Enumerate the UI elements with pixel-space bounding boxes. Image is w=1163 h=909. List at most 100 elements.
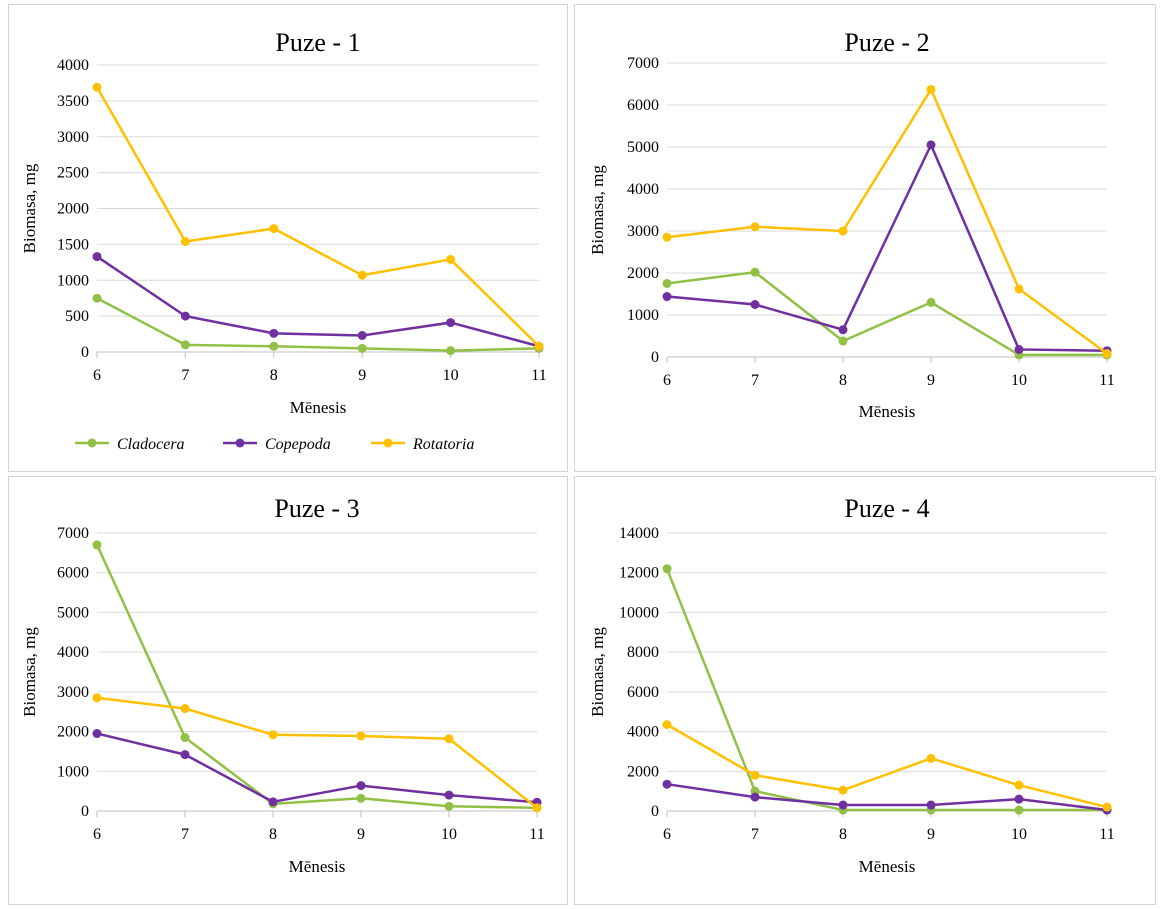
y-tick-label: 1000 [57,763,89,780]
y-tick-label: 0 [81,344,89,361]
data-point-rotatoria [357,270,367,280]
y-tick-label: 2000 [627,265,659,282]
y-tick-label: 2500 [57,165,89,182]
series-line-rotatoria [95,86,540,348]
data-point-rotatoria [180,237,190,247]
y-tick-label: 1500 [57,236,89,253]
data-point-rotatoria [750,222,760,232]
data-point-rotatoria [662,720,672,730]
y-axis-label: Biomasa, mg [588,627,607,717]
series-line-copepoda [96,732,538,804]
x-tick-label: 11 [1099,372,1114,389]
series-line-cladocera [95,544,538,810]
series-line-copepoda [96,255,540,348]
chart-svg: Puze - 2 0 1000 2000 3000 4000 5000 6000 7000 6 7 8… [588,28,1115,421]
legend-marker [235,438,245,448]
data-point-cladocera [180,340,190,350]
data-point-copepoda [446,318,456,328]
y-tick-label: 0 [651,803,659,820]
y-tick-label: 6000 [57,565,89,582]
series-line-cladocera [96,297,540,352]
legend: Cladocera Copepoda Rotatoria [75,436,474,453]
x-tick-label: 9 [927,826,935,843]
chart-svg: Puze - 4 0 2000 4000 6000 8000 10000 12000 14000… [588,494,1115,876]
x-tick-label: 11 [529,826,544,843]
y-tick-label: 8000 [627,644,659,661]
x-tick-label: 6 [663,826,671,843]
data-point-rotatoria [92,82,102,92]
data-point-copepoda [838,325,848,335]
data-point-rotatoria [1102,802,1112,812]
x-tick-label: 10 [443,367,459,384]
data-point-rotatoria [446,254,456,264]
series-line-rotatoria [666,86,1108,355]
data-point-rotatoria [532,803,542,813]
legend-label: Cladocera [117,436,185,453]
x-tick-label: 7 [181,826,189,843]
x-axis-label: Mēnesis [289,857,346,876]
y-axis-label: Biomasa, mg [20,163,39,253]
data-point-cladocera [92,293,102,303]
data-point-copepoda [926,140,936,150]
data-point-cladocera [662,564,672,574]
y-tick-label: 4000 [57,57,89,74]
data-point-copepoda [926,800,936,810]
data-point-cladocera [269,341,279,351]
data-point-copepoda [444,790,454,800]
data-point-copepoda [750,792,760,802]
data-point-copepoda [1014,794,1024,804]
data-point-copepoda [1014,344,1024,354]
chart-title: Puze - 2 [844,28,929,57]
x-tick-label: 10 [441,826,457,843]
chart-panel-puze-4: Puze - 4 0 2000 4000 6000 8000 10000 12000 14000… [574,476,1156,905]
y-tick-label: 1000 [57,272,89,289]
x-tick-label: 7 [751,826,759,843]
data-point-rotatoria [926,84,936,94]
x-tick-label: 11 [531,367,546,384]
y-tick-label: 4000 [627,724,659,741]
data-point-copepoda [92,729,102,739]
y-tick-label: 14000 [619,525,659,542]
data-point-copepoda [750,300,760,309]
x-tick-label: 6 [93,826,101,843]
data-point-rotatoria [1102,349,1112,359]
legend-marker [87,438,97,448]
y-tick-label: 0 [651,349,659,366]
chart-panel-puze-2: Puze - 2 0 1000 2000 3000 4000 5000 6000 7000 6 7 8… [574,4,1156,472]
data-point-copepoda [357,330,367,340]
series-line-rotatoria [96,696,538,809]
data-point-cladocera [926,297,936,307]
x-tick-label: 11 [1099,826,1114,843]
y-tick-label: 7000 [627,55,659,72]
y-tick-label: 5000 [57,604,89,621]
data-point-rotatoria [838,785,848,795]
y-tick-label: 4000 [627,181,659,198]
data-point-copepoda [662,779,672,789]
series-line-cladocera [666,270,1107,357]
x-tick-label: 6 [663,372,671,389]
x-tick-label: 9 [358,367,366,384]
data-point-rotatoria [662,232,672,242]
data-point-rotatoria [1014,284,1024,294]
data-point-cladocera [357,343,367,353]
y-tick-label: 2000 [627,763,659,780]
data-point-copepoda [269,328,279,338]
y-tick-label: 4000 [57,644,89,661]
y-tick-label: 3000 [627,223,659,240]
data-point-cladocera [1014,805,1024,815]
x-tick-label: 7 [181,367,189,384]
data-point-rotatoria [268,730,278,740]
y-tick-label: 2000 [57,724,89,741]
y-tick-label: 0 [81,803,89,820]
data-point-copepoda [356,781,366,791]
y-tick-label: 2000 [57,201,89,218]
chart-title: Puze - 4 [844,494,929,523]
chart-svg: Puze - 3 0 1000 2000 3000 4000 5000 6000 7000 6 7 8… [20,494,545,876]
x-tick-label: 8 [269,826,277,843]
data-point-rotatoria [750,770,760,780]
data-point-cladocera [662,279,672,288]
data-point-cladocera [92,540,102,550]
y-tick-label: 1000 [627,307,659,324]
y-tick-label: 6000 [627,684,659,701]
chart-panel-puze-3: Puze - 3 0 1000 2000 3000 4000 5000 6000 7000 6 7 8… [8,476,568,905]
